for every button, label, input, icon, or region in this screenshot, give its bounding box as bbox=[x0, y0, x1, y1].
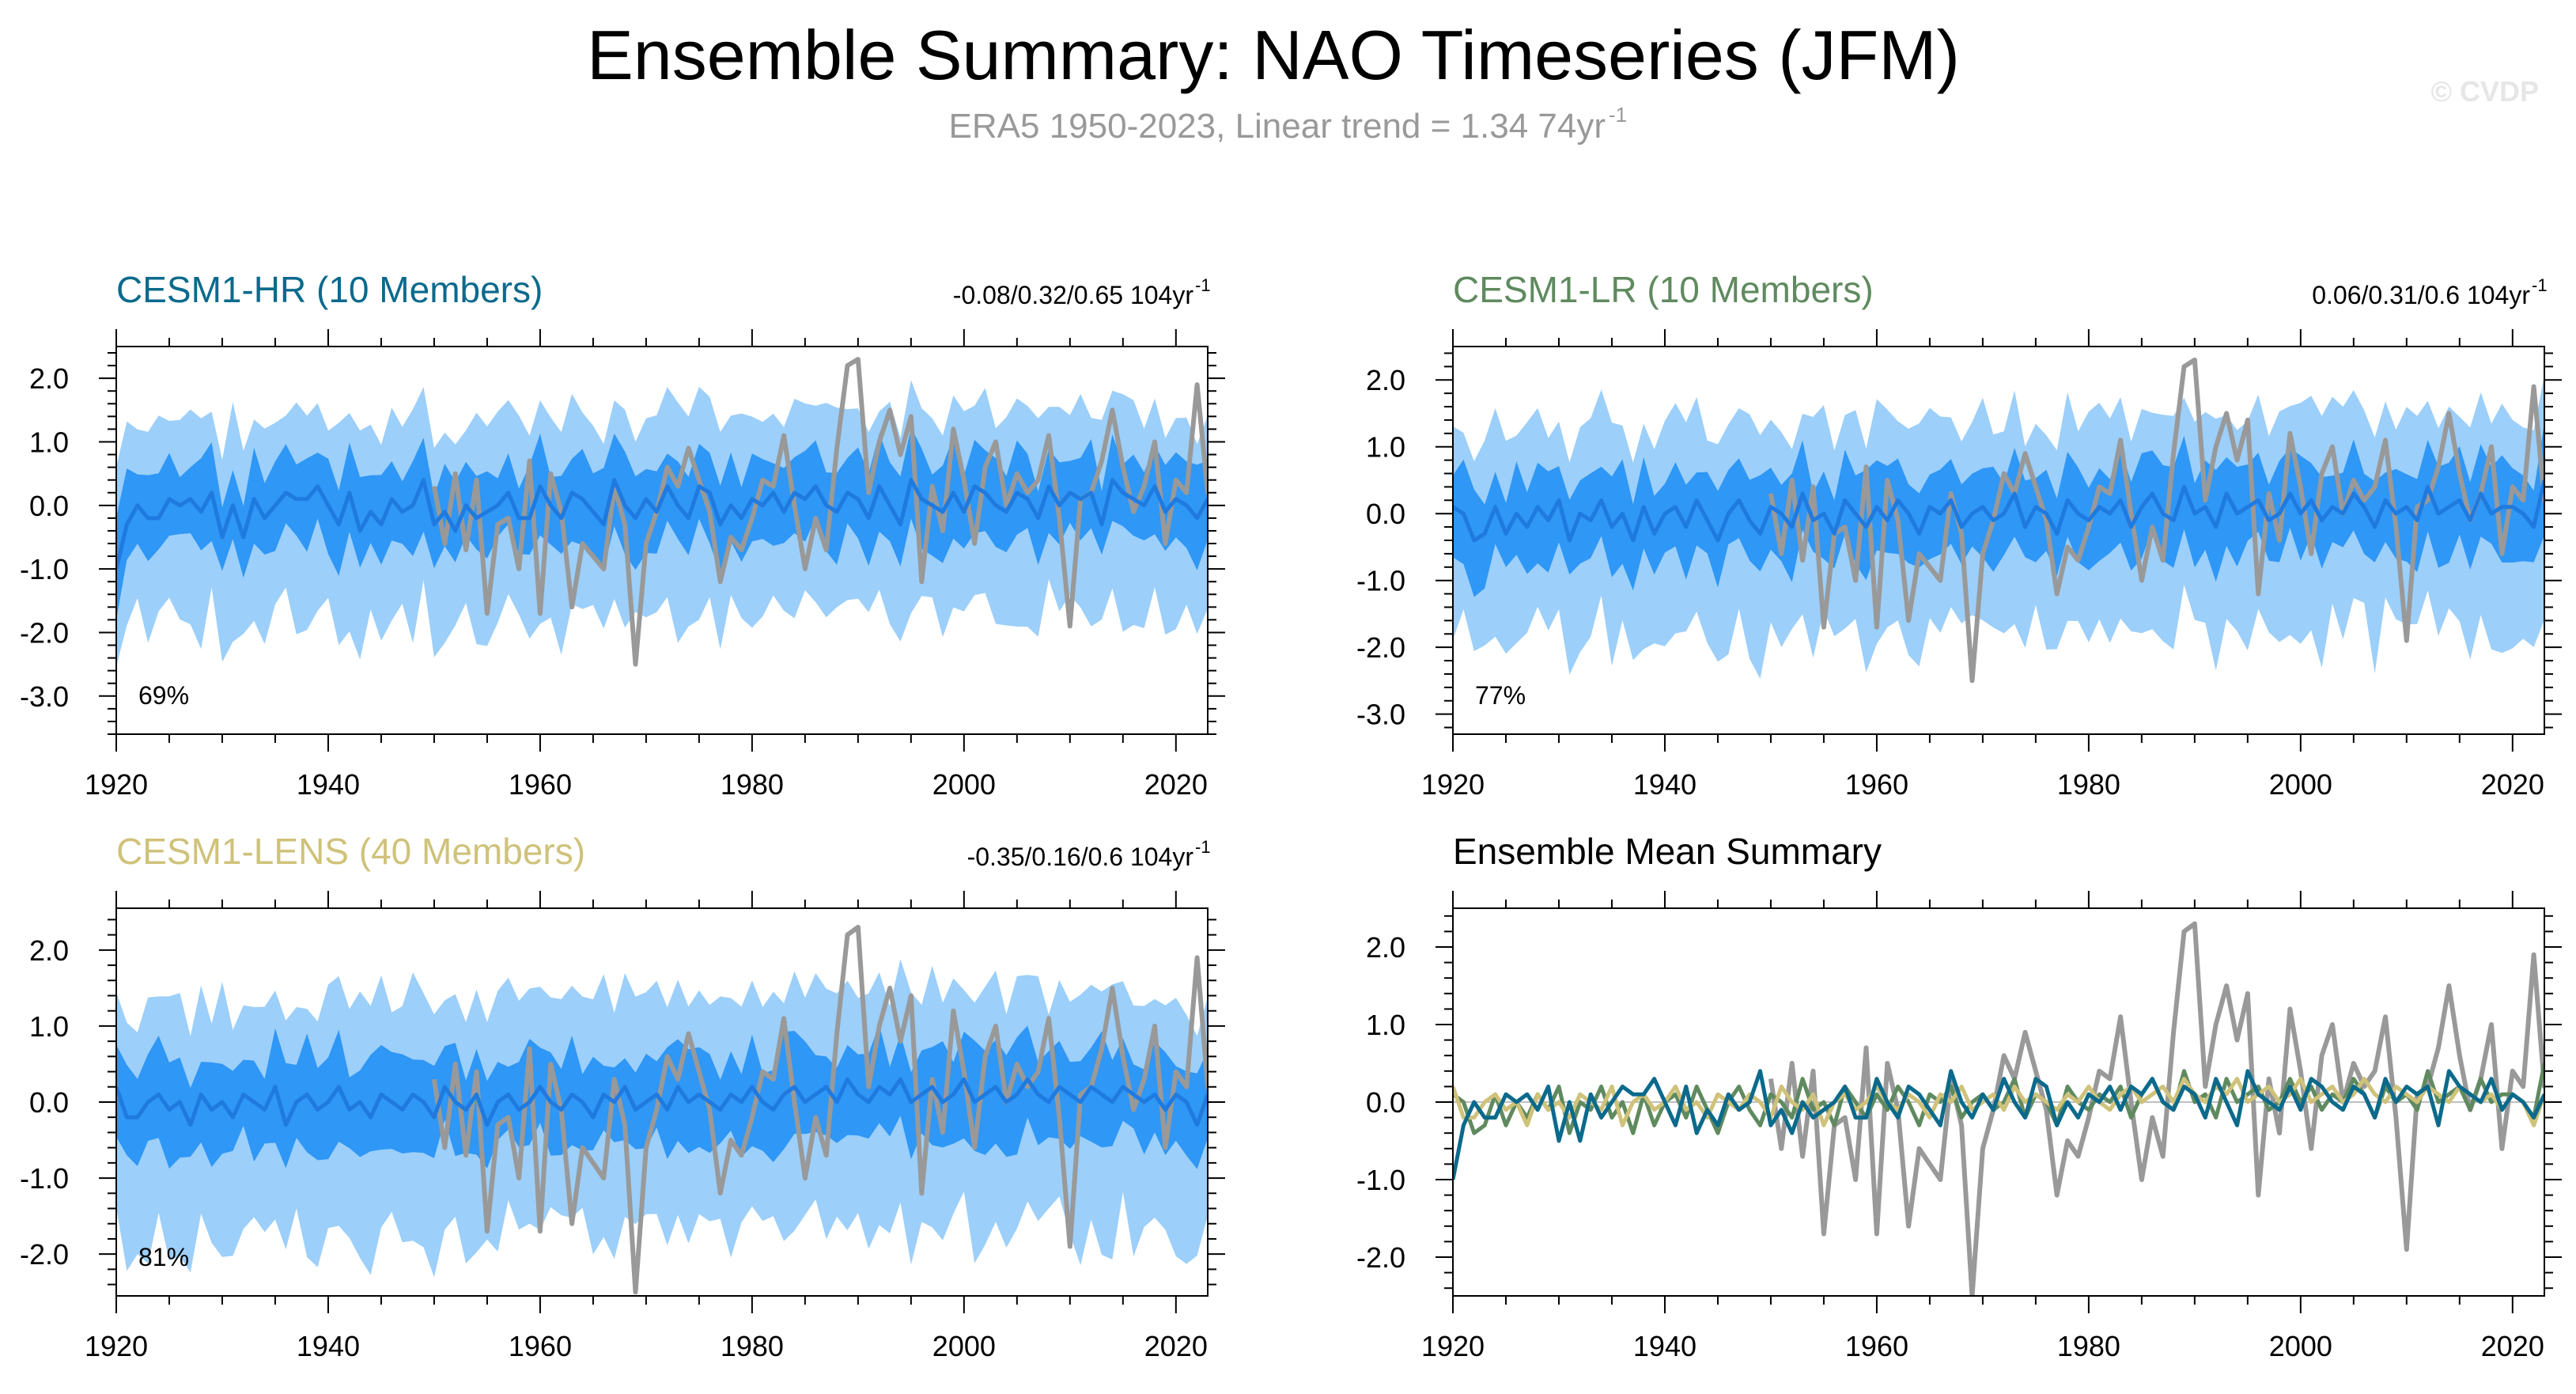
y-tick-label: -3.0 bbox=[1356, 699, 1405, 731]
panel-title: CESM1-LR (10 Members) bbox=[1453, 269, 1874, 310]
x-tick-label: 2000 bbox=[932, 1330, 996, 1362]
plot-area bbox=[1453, 357, 2544, 684]
y-tick-label: -2.0 bbox=[1356, 631, 1405, 664]
x-tick-label: 1980 bbox=[2057, 1330, 2120, 1362]
x-tick-label: 1920 bbox=[1421, 768, 1485, 801]
y-tick-label: -2.0 bbox=[20, 1238, 69, 1271]
obs-series-line bbox=[1768, 921, 2544, 1296]
panel-stats: -0.08/0.32/0.65 104yr bbox=[953, 281, 1194, 309]
panel-stats: 0.06/0.31/0.6 104yr bbox=[2312, 281, 2530, 309]
y-tick-label: 1.0 bbox=[1366, 1009, 1405, 1041]
credit-watermark: © CVDP bbox=[2430, 75, 2539, 108]
x-tick-label: 1980 bbox=[721, 768, 784, 801]
hr-ensemble-mean-line bbox=[1453, 1069, 2544, 1180]
y-tick-label: 0.0 bbox=[29, 490, 69, 522]
x-tick-label: 2020 bbox=[1144, 1330, 1208, 1362]
y-tick-label: -2.0 bbox=[1356, 1241, 1405, 1274]
obs-series-line bbox=[431, 357, 1208, 667]
x-tick-label: 1940 bbox=[297, 768, 360, 801]
spread-band-inner bbox=[116, 1024, 1208, 1169]
ensemble-mean-line bbox=[116, 1077, 1208, 1127]
figure-title: Ensemble Summary: NAO Timeseries (JFM) bbox=[587, 16, 1960, 94]
panel-cesm1-hr: CESM1-HR (10 Members) -0.08/0.32/0.65 104… bbox=[20, 269, 1225, 801]
x-tick-label: 1980 bbox=[721, 1330, 784, 1362]
plot-area bbox=[116, 357, 1208, 667]
panel-ensemble-mean-summary: Ensemble Mean Summary 1920 1940 1960 1980 200… bbox=[1356, 831, 2562, 1362]
y-tick-label: 2.0 bbox=[1366, 931, 1405, 964]
figure-subtitle-superscript: -1 bbox=[1609, 103, 1627, 127]
panel-cesm1-lr: CESM1-LR (10 Members) 0.06/0.31/0.6 104yr… bbox=[1356, 269, 2562, 801]
x-tick-label: 1960 bbox=[1845, 768, 1908, 801]
y-tick-label: 0.0 bbox=[29, 1086, 69, 1119]
figure-subtitle: ERA5 1950-2023, Linear trend = 1.34 74yr bbox=[949, 107, 1606, 146]
y-tick-label: -1.0 bbox=[20, 1162, 69, 1195]
y-tick-label: -2.0 bbox=[20, 616, 69, 649]
obs-series-line bbox=[1768, 357, 2544, 684]
x-tick-label: 2020 bbox=[1144, 768, 1208, 801]
panel-stats: -0.35/0.16/0.6 104yr bbox=[967, 843, 1194, 871]
panel-title: CESM1-HR (10 Members) bbox=[116, 269, 543, 310]
percent-label: 69% bbox=[138, 681, 189, 710]
ensemble-mean-line bbox=[1453, 479, 2544, 543]
x-tick-label: 1980 bbox=[2057, 768, 2120, 801]
x-tick-label: 1920 bbox=[1421, 1330, 1485, 1362]
x-tick-label: 1940 bbox=[1633, 1330, 1697, 1362]
lens-ensemble-mean-line bbox=[1453, 1077, 2544, 1127]
x-tick-label: 2020 bbox=[2481, 1330, 2544, 1362]
y-tick-label: 1.0 bbox=[29, 1010, 69, 1043]
y-tick-label: 0.0 bbox=[1366, 498, 1405, 530]
panel-stats-superscript: -1 bbox=[2532, 275, 2548, 295]
x-tick-label: 2000 bbox=[932, 768, 996, 801]
ensemble-mean-line bbox=[116, 478, 1208, 570]
y-tick-label: -3.0 bbox=[20, 680, 69, 713]
x-tick-label: 1960 bbox=[1845, 1330, 1908, 1362]
x-tick-label: 1920 bbox=[85, 1330, 148, 1362]
plot-area bbox=[1453, 921, 2544, 1296]
panel-title: Ensemble Mean Summary bbox=[1453, 831, 1882, 872]
y-tick-label: -1.0 bbox=[1356, 565, 1405, 597]
panel-stats-superscript: -1 bbox=[1195, 837, 1211, 857]
x-tick-label: 2000 bbox=[2269, 768, 2332, 801]
x-tick-label: 2000 bbox=[2269, 1330, 2332, 1362]
x-tick-label: 1940 bbox=[1633, 768, 1697, 801]
plot-frame bbox=[115, 346, 1209, 735]
y-tick-label: 1.0 bbox=[1366, 431, 1405, 464]
y-tick-label: 2.0 bbox=[1366, 364, 1405, 396]
y-tick-label: 0.0 bbox=[1366, 1086, 1405, 1119]
panel-cesm1-lens: CESM1-LENS (40 Members) -0.35/0.16/0.6 10… bbox=[20, 831, 1225, 1362]
percent-label: 81% bbox=[138, 1243, 189, 1271]
y-tick-label: 1.0 bbox=[29, 426, 69, 458]
panel-title: CESM1-LENS (40 Members) bbox=[116, 831, 585, 872]
spread-band-inner bbox=[1453, 422, 2544, 597]
y-tick-label: 2.0 bbox=[29, 362, 69, 395]
y-tick-label: 2.0 bbox=[29, 934, 69, 967]
x-tick-label: 1920 bbox=[85, 768, 148, 801]
spread-band-inner bbox=[116, 427, 1208, 620]
y-tick-label: -1.0 bbox=[1356, 1164, 1405, 1196]
plot-area bbox=[116, 925, 1208, 1295]
x-tick-label: 1960 bbox=[509, 768, 572, 801]
x-tick-label: 1940 bbox=[297, 1330, 360, 1362]
x-tick-label: 2020 bbox=[2481, 768, 2544, 801]
percent-label: 77% bbox=[1475, 681, 1526, 710]
panel-stats-superscript: -1 bbox=[1195, 275, 1211, 295]
y-tick-label: -1.0 bbox=[20, 553, 69, 585]
x-tick-label: 1960 bbox=[509, 1330, 572, 1362]
